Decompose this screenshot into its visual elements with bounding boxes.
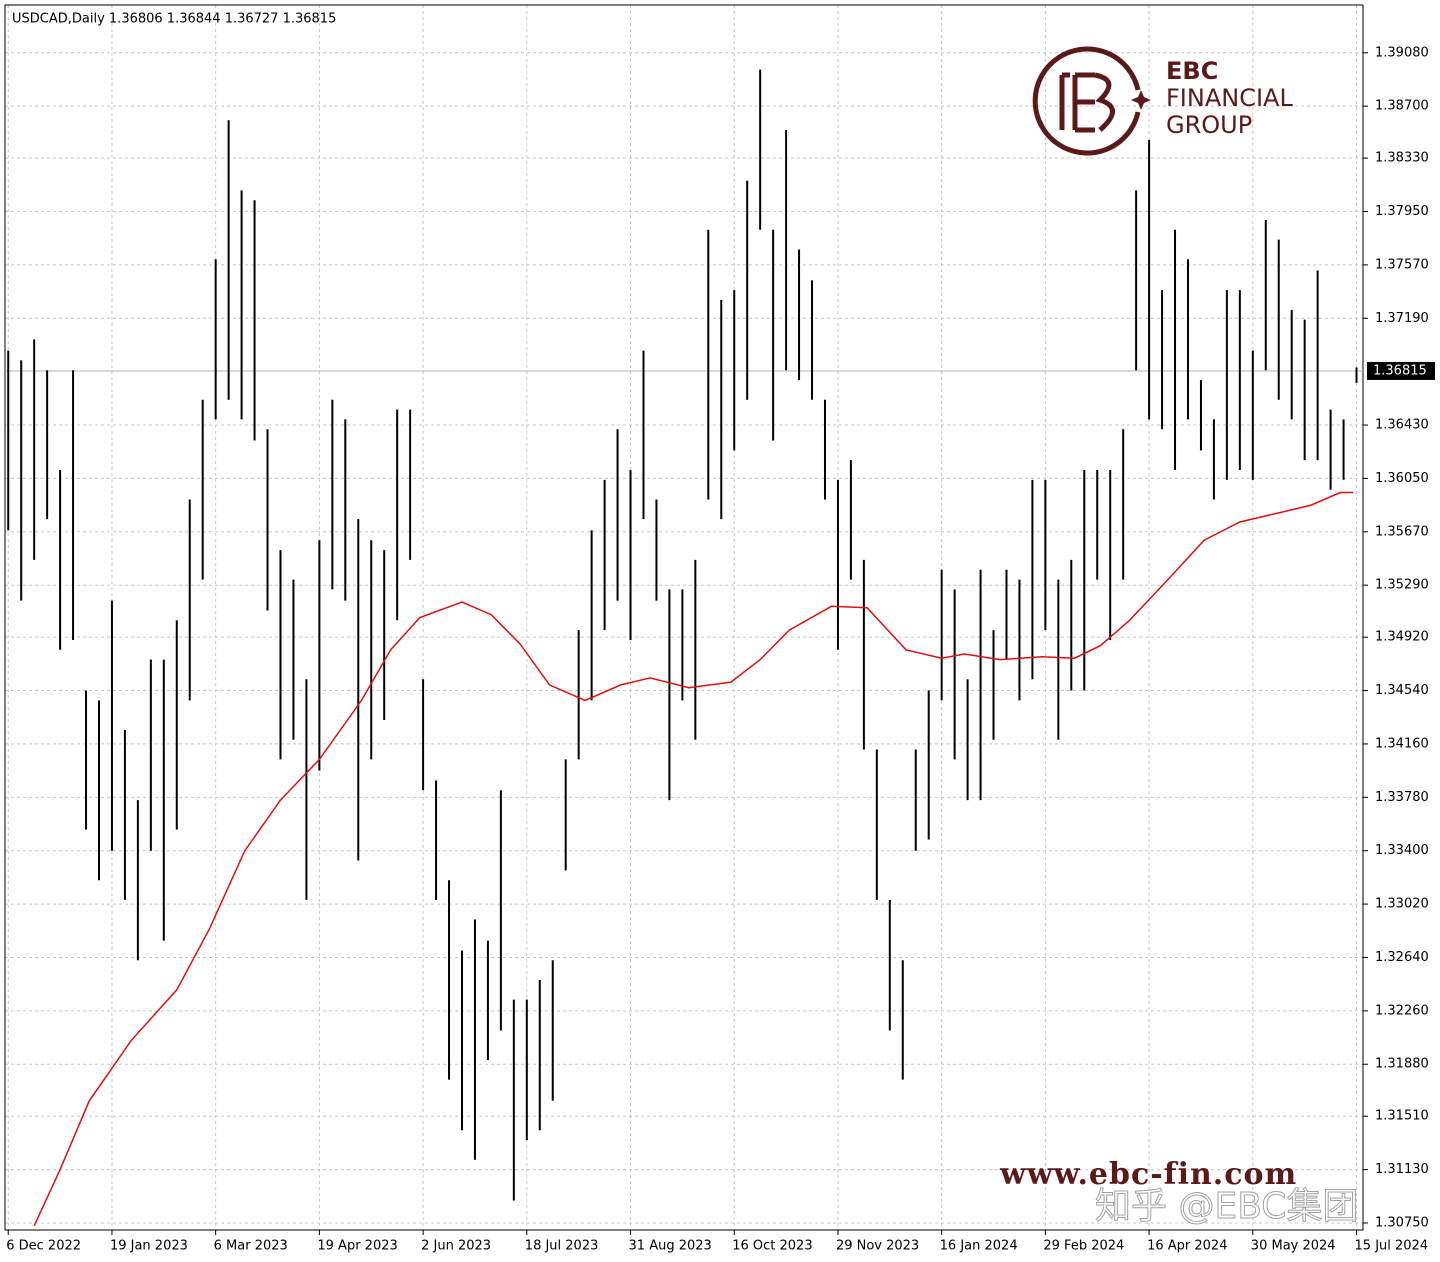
y-tick-label: 1.30750 <box>1375 1215 1429 1230</box>
plot-frame <box>4 4 1364 1231</box>
y-tick-label: 1.39080 <box>1375 45 1429 60</box>
y-tick-label: 1.31510 <box>1375 1109 1429 1124</box>
y-tick-label: 1.33780 <box>1375 790 1429 805</box>
y-tick-label: 1.37190 <box>1375 311 1429 326</box>
x-tick-label: 16 Oct 2023 <box>732 1239 812 1254</box>
logo-text: GROUP <box>1166 111 1252 139</box>
x-tick-label: 29 Feb 2024 <box>1043 1239 1124 1254</box>
logo-letters <box>1059 72 1095 133</box>
y-tick-label: 1.32640 <box>1375 950 1429 965</box>
x-tick-label: 16 Jan 2024 <box>940 1239 1018 1254</box>
x-tick-label: 6 Mar 2023 <box>214 1239 288 1254</box>
x-tick-label: 15 Jul 2024 <box>1355 1239 1429 1254</box>
x-tick-label: 6 Dec 2022 <box>6 1239 81 1254</box>
x-tick-label: 29 Nov 2023 <box>836 1239 919 1254</box>
y-tick-label: 1.32260 <box>1375 1003 1429 1018</box>
y-tick-label: 1.37950 <box>1375 204 1429 219</box>
x-tick-label: 2 Jun 2023 <box>421 1239 491 1254</box>
logo-text: FINANCIAL <box>1166 84 1293 112</box>
chart-title: USDCAD,Daily 1.36806 1.36844 1.36727 1.3… <box>12 12 336 27</box>
y-tick-label: 1.35670 <box>1375 524 1429 539</box>
y-tick-label: 1.31880 <box>1375 1057 1429 1072</box>
x-tick-label: 30 May 2024 <box>1251 1239 1336 1254</box>
x-tick-label: 19 Jan 2023 <box>110 1239 188 1254</box>
x-tick-label: 16 Apr 2024 <box>1147 1239 1227 1254</box>
y-tick-label: 1.35290 <box>1375 578 1429 593</box>
price-tag <box>1367 361 1435 380</box>
logo <box>1032 46 1151 156</box>
y-tick-label: 1.34920 <box>1375 630 1429 645</box>
watermark-url: www.ebc-fin.com <box>999 1157 1297 1192</box>
y-tick-label: 1.38700 <box>1375 99 1429 114</box>
y-tick-label: 1.36050 <box>1375 471 1429 486</box>
watermark-credit: 知乎 @EBC集团 <box>1095 1186 1358 1227</box>
x-tick-label: 31 Aug 2023 <box>629 1239 712 1254</box>
y-tick-label: 1.34540 <box>1375 683 1429 698</box>
logo-letters <box>1094 72 1115 132</box>
y-tick-label: 1.33020 <box>1375 897 1429 912</box>
moving-average <box>33 491 1354 1227</box>
y-tick-label: 1.34160 <box>1375 736 1429 751</box>
logo-text: EBC <box>1166 57 1218 85</box>
x-tick-label: 18 Jul 2023 <box>525 1239 599 1254</box>
logo-ring <box>1032 46 1141 156</box>
price-tag-label: 1.36815 <box>1373 363 1427 378</box>
logo-star <box>1131 90 1151 110</box>
x-tick-label: 19 Apr 2023 <box>317 1239 397 1254</box>
y-tick-label: 1.37570 <box>1375 257 1429 272</box>
y-tick-label: 1.33400 <box>1375 843 1429 858</box>
y-tick-label: 1.38330 <box>1375 151 1429 166</box>
y-tick-label: 1.31130 <box>1375 1162 1429 1177</box>
y-tick-label: 1.36430 <box>1375 418 1429 433</box>
